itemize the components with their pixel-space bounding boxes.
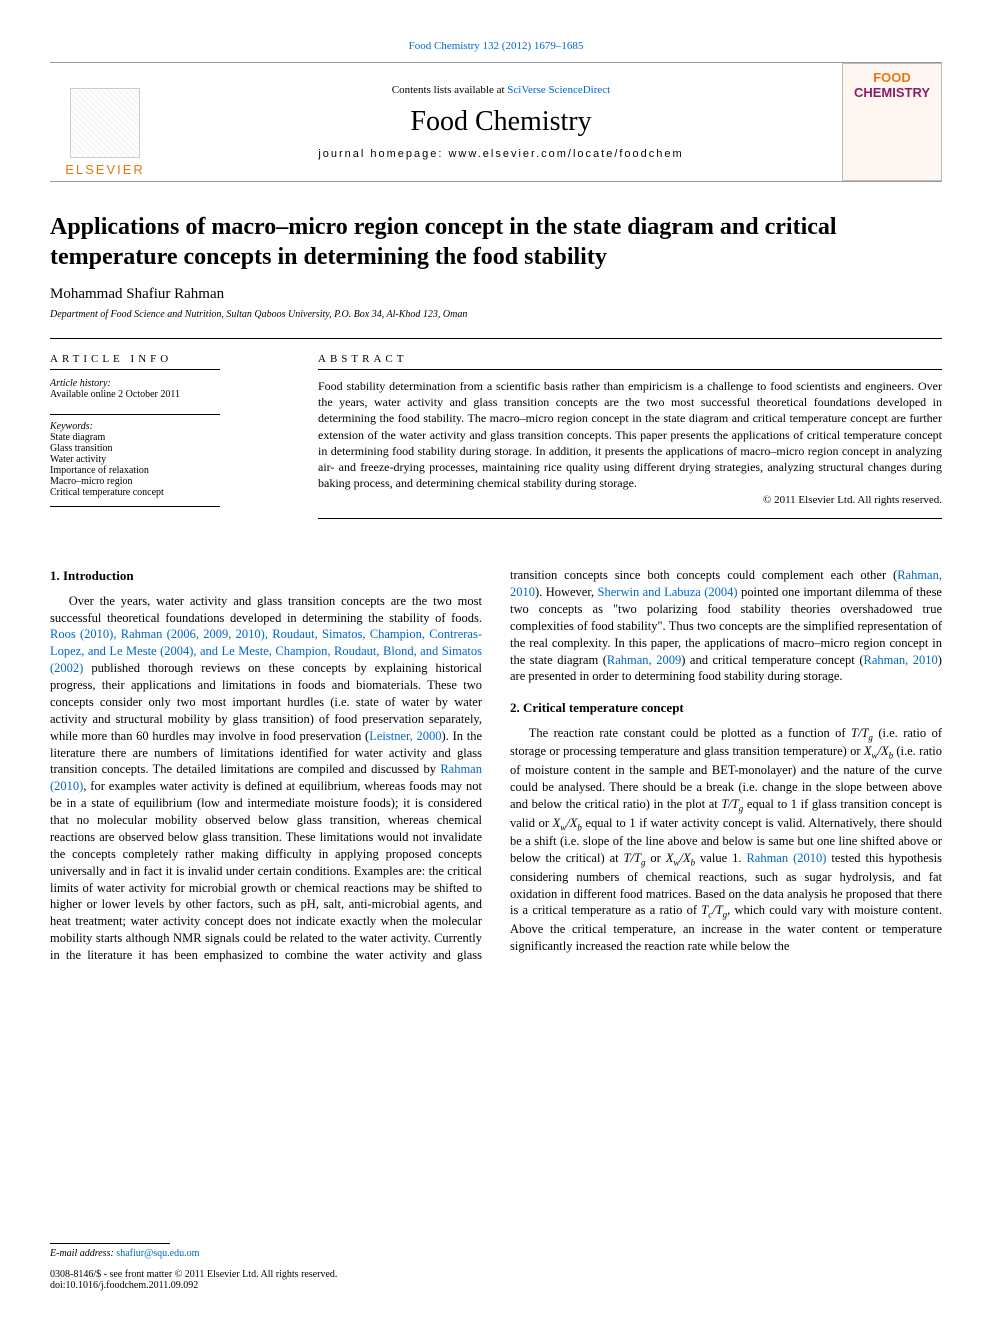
article-title: Applications of macro–micro region conce… [50,212,942,272]
corresponding-email-line: E-mail address: shafiur@squ.edu.om [50,1248,470,1259]
sciencedirect-link[interactable]: SciVerse ScienceDirect [507,84,610,96]
elsevier-tree-icon [70,88,140,158]
journal-homepage: journal homepage: www.elsevier.com/locat… [318,148,683,160]
citation-link[interactable]: Rahman, 2010 [863,653,937,667]
math-ratio: T/Tg [721,797,743,811]
text-run: The reaction rate constant could be plot… [529,726,851,740]
publisher-name: ELSEVIER [65,162,145,177]
doi-line: doi:10.1016/j.foodchem.2011.09.092 [50,1280,470,1291]
keyword: Macro–micro region [50,476,220,487]
journal-header: ELSEVIER Contents lists available at Sci… [50,62,942,182]
math-ratio: Xw/Xb [864,744,893,758]
footnote-rule [50,1243,170,1244]
contents-lists-line: Contents lists available at SciVerse Sci… [392,84,610,96]
keyword: State diagram [50,432,220,443]
journal-title: Food Chemistry [410,106,591,138]
journal-reference: Food Chemistry 132 (2012) 1679–1685 [50,40,942,52]
text-run: Over the years, water activity and glass… [50,594,482,625]
article-info-column: ARTICLE INFO Article history: Available … [50,339,300,533]
section-1-heading: 1. Introduction [50,567,482,585]
page-footer: E-mail address: shafiur@squ.edu.om 0308-… [50,1243,470,1291]
section-2-heading: 2. Critical temperature concept [510,699,942,717]
math-ratio: Tc/Tg [701,903,727,917]
journal-cover-thumb: FOOD CHEMISTRY [842,63,942,181]
text-run: value 1. [695,851,746,865]
header-center: Contents lists available at SciVerse Sci… [160,63,842,181]
lists-prefix: Contents lists available at [392,84,507,96]
article-info-heading: ARTICLE INFO [50,353,220,370]
issn-line: 0308-8146/$ - see front matter © 2011 El… [50,1269,470,1280]
math-ratio: T/Tg [624,851,646,865]
section-2-paragraph: The reaction rate constant could be plot… [510,725,942,955]
keyword: Critical temperature concept [50,487,220,498]
history-label: Article history: [50,378,282,389]
text-run: ). However, [535,585,598,599]
journal-ref-link[interactable]: Food Chemistry 132 (2012) 1679–1685 [409,40,584,52]
keywords-block: State diagram Glass transition Water act… [50,432,220,507]
cover-word-chemistry: CHEMISTRY [854,85,930,100]
citation-link[interactable]: Rahman (2010) [746,851,826,865]
publisher-logo-box: ELSEVIER [50,63,160,181]
citation-link[interactable]: Sherwin and Labuza (2004) [598,585,738,599]
history-value: Available online 2 October 2011 [50,389,282,400]
author-name: Mohammad Shafiur Rahman [50,286,942,303]
cover-word-food: FOOD [873,70,911,85]
keyword: Water activity [50,454,220,465]
text-run: or [645,851,665,865]
math-ratio: Xw/Xb [666,851,695,865]
keywords-label: Keywords: [50,414,220,432]
keyword: Glass transition [50,443,220,454]
math-ratio: T/Tg [851,726,873,740]
math-ratio: Xw/Xb [553,816,582,830]
author-affiliation: Department of Food Science and Nutrition… [50,309,942,320]
abstract-copyright: © 2011 Elsevier Ltd. All rights reserved… [318,493,942,508]
abstract-heading: ABSTRACT [318,353,942,370]
keyword: Importance of relaxation [50,465,220,476]
citation-link[interactable]: Rahman, 2009 [607,653,681,667]
email-link[interactable]: shafiur@squ.edu.om [116,1248,199,1259]
email-label: E-mail address: [50,1248,116,1259]
text-run: ) and critical temperature concept ( [681,653,863,667]
info-abstract-row: ARTICLE INFO Article history: Available … [50,338,942,533]
citation-link[interactable]: Leistner, 2000 [369,729,441,743]
abstract-body: Food stability determination from a scie… [318,379,942,490]
abstract-text: Food stability determination from a scie… [318,378,942,519]
body-two-columns: 1. Introduction Over the years, water ac… [50,567,942,964]
abstract-column: ABSTRACT Food stability determination fr… [300,339,942,533]
